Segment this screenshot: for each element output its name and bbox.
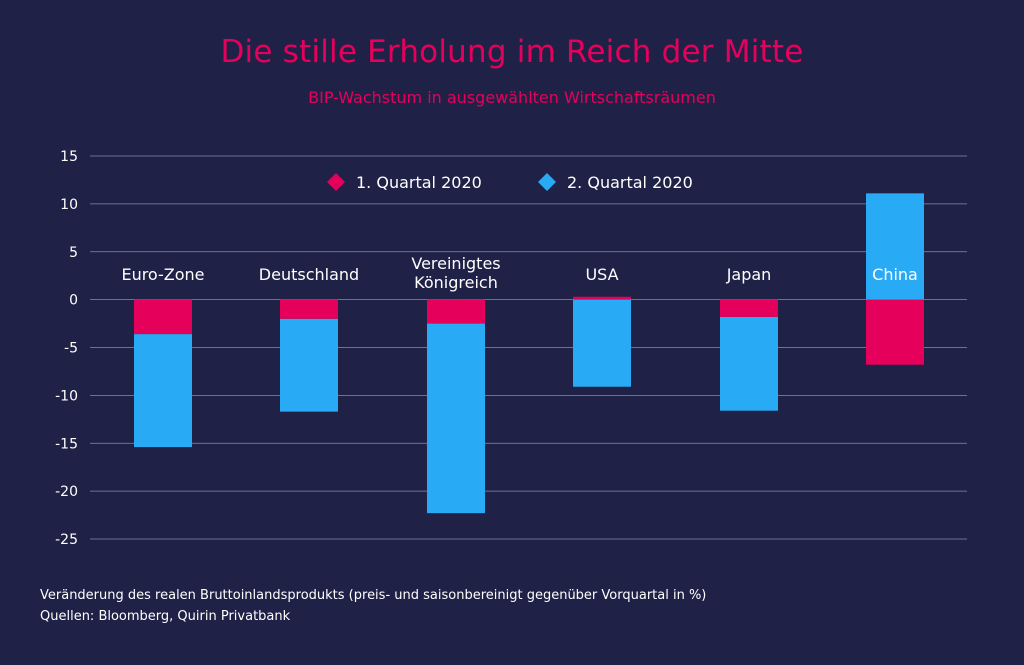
y-tick-label: 15 bbox=[60, 149, 78, 165]
bar-q1 bbox=[134, 299, 192, 335]
category-label: USA bbox=[585, 265, 618, 284]
y-tick-label: -15 bbox=[55, 436, 78, 452]
legend-marker bbox=[327, 173, 345, 191]
bar-q2 bbox=[427, 323, 485, 514]
bar-q2 bbox=[280, 318, 338, 412]
bar-q1 bbox=[720, 299, 778, 317]
y-tick-label: -25 bbox=[55, 532, 78, 548]
legend-marker bbox=[538, 173, 556, 191]
category-label: Euro-Zone bbox=[121, 265, 204, 284]
bar-q1 bbox=[427, 299, 485, 324]
bar-q2 bbox=[134, 334, 192, 448]
footnote-description: Veränderung des realen Bruttoinlandsprod… bbox=[40, 588, 707, 603]
y-tick-label: 10 bbox=[60, 197, 78, 213]
y-tick-label: 5 bbox=[69, 245, 78, 261]
category-label: Vereinigtes bbox=[411, 254, 500, 273]
legend-label: 2. Quartal 2020 bbox=[567, 173, 693, 192]
y-tick-label: -10 bbox=[55, 388, 78, 404]
chart-title: Die stille Erholung im Reich der Mitte bbox=[220, 34, 804, 70]
bar-q1 bbox=[280, 299, 338, 319]
y-tick-label: -20 bbox=[55, 484, 78, 500]
category-label: Deutschland bbox=[259, 265, 359, 284]
bar-q1 bbox=[573, 296, 631, 300]
category-label: Königreich bbox=[414, 273, 498, 292]
category-label: Japan bbox=[726, 265, 772, 284]
footnote-sources: Quellen: Bloomberg, Quirin Privatbank bbox=[40, 609, 291, 624]
y-tick-label: 0 bbox=[69, 293, 78, 309]
legend-label: 1. Quartal 2020 bbox=[356, 173, 482, 192]
y-tick-label: -5 bbox=[64, 341, 78, 357]
bar-q1 bbox=[866, 299, 924, 365]
bar-q2 bbox=[573, 299, 631, 387]
bar-q2 bbox=[866, 193, 924, 300]
bar-q2 bbox=[720, 316, 778, 411]
category-label: China bbox=[872, 265, 918, 284]
chart-subtitle: BIP-Wachstum in ausgewählten Wirtschafts… bbox=[308, 88, 716, 107]
